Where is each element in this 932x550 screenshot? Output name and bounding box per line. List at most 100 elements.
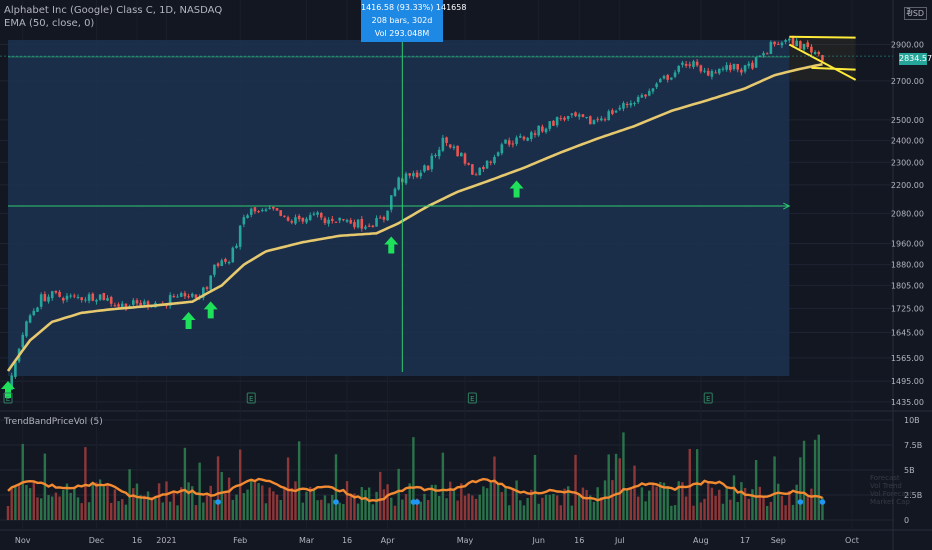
candle-body xyxy=(688,64,692,66)
volume-bar xyxy=(445,498,448,520)
candle-body xyxy=(345,219,349,222)
volume-bar xyxy=(390,497,393,520)
candle-body xyxy=(179,293,183,297)
volume-bar xyxy=(143,495,146,520)
volume-bar xyxy=(725,488,728,520)
volume-bar xyxy=(614,453,618,520)
volume-bar xyxy=(349,493,352,520)
volume-bar xyxy=(633,465,636,520)
candle-body xyxy=(331,218,334,221)
volume-bar xyxy=(596,487,599,520)
candle-body xyxy=(235,245,238,248)
candle-body xyxy=(216,263,220,266)
candle-body xyxy=(279,210,283,216)
volume-bar xyxy=(345,481,349,520)
volume-bar xyxy=(773,456,776,520)
volume-bar xyxy=(95,482,98,520)
candle-body xyxy=(264,209,268,211)
candle-body xyxy=(813,52,817,54)
candle-body xyxy=(316,212,319,215)
price-tick-label: 1805.00 xyxy=(891,281,924,290)
volume-bar xyxy=(172,492,176,520)
volume-bar xyxy=(36,497,39,520)
candle-body xyxy=(135,300,139,304)
volume-bar xyxy=(449,481,452,520)
candle-body xyxy=(224,259,227,262)
volume-bar xyxy=(73,487,76,520)
candle-body xyxy=(36,307,39,312)
volume-bar xyxy=(25,485,28,520)
price-tick-label: 2400.00 xyxy=(891,137,924,146)
volume-bar xyxy=(216,456,220,520)
candle-body xyxy=(283,215,286,217)
candle-body xyxy=(297,215,301,220)
candle-body xyxy=(684,63,688,66)
volume-bar xyxy=(806,497,809,520)
candle-body xyxy=(353,222,356,228)
candle-body xyxy=(382,217,386,220)
price-tick-label: 2300.00 xyxy=(891,158,924,167)
candle-body xyxy=(294,217,297,224)
volume-bar xyxy=(231,499,235,520)
candle-body xyxy=(625,103,629,105)
candle-body xyxy=(113,305,117,307)
candle-body xyxy=(50,291,54,299)
candle-body xyxy=(54,290,58,293)
candle-body xyxy=(28,315,32,323)
volume-bar xyxy=(386,484,389,520)
candle-body xyxy=(548,121,552,129)
price-tick-label: 1880.00 xyxy=(891,261,924,270)
candle-body xyxy=(515,137,518,144)
symbol-title[interactable]: Alphabet Inc (Google) Class C, 1D, NASDA… xyxy=(4,5,223,16)
candle-body xyxy=(452,146,456,149)
ema-legend[interactable]: EMA (50, close, 0) xyxy=(4,18,95,29)
candle-body xyxy=(257,211,260,213)
volume-bar xyxy=(511,488,515,520)
triangle-inner-line xyxy=(811,66,856,71)
ema-line xyxy=(6,62,823,372)
candle-body xyxy=(596,119,599,121)
volume-bar xyxy=(670,505,673,520)
volume-tick-label: 2.5B xyxy=(904,491,922,500)
buy-signal-arrow xyxy=(509,180,524,198)
candle-body xyxy=(393,188,397,196)
candle-body xyxy=(106,298,109,301)
candle-body xyxy=(799,41,802,49)
candle-body xyxy=(423,165,426,172)
volume-bar xyxy=(452,491,456,520)
volume-bar xyxy=(356,503,360,520)
volume-bar xyxy=(747,498,750,520)
time-tick-label: Aug xyxy=(693,536,709,545)
volume-bar xyxy=(408,483,411,520)
volume-bar xyxy=(552,493,555,520)
candle-body xyxy=(290,221,294,223)
candle-body xyxy=(776,43,780,45)
candle-body xyxy=(308,215,312,220)
volume-bar xyxy=(810,488,813,520)
volume-bar xyxy=(563,488,566,520)
candle-body xyxy=(747,63,751,66)
candle-body xyxy=(518,136,522,138)
earnings-marker xyxy=(246,392,256,404)
candle-body xyxy=(810,46,813,53)
time-tick-label: 17 xyxy=(740,536,750,545)
candle-body xyxy=(622,103,625,109)
price-tick-label: 2700.00 xyxy=(891,77,924,86)
volume-bar xyxy=(14,486,17,520)
candle-body xyxy=(614,110,618,113)
volume-bar xyxy=(135,483,139,520)
candlestick-series xyxy=(6,35,824,391)
measure-volume: Vol 293.048M xyxy=(374,29,430,38)
volume-bar xyxy=(648,490,651,520)
volume-bar xyxy=(353,493,356,520)
date-price-range-box[interactable] xyxy=(8,40,790,376)
currency-label[interactable]: USD xyxy=(904,7,928,20)
volume-bar xyxy=(496,482,500,520)
price-tick-label: 2900.00 xyxy=(891,41,924,50)
triangle-lower-line xyxy=(788,43,857,81)
candle-body xyxy=(736,63,739,70)
volume-bar xyxy=(644,501,647,520)
indicator-legend[interactable]: TrendBandPriceVol (5) xyxy=(4,417,103,427)
candle-body xyxy=(43,294,47,302)
